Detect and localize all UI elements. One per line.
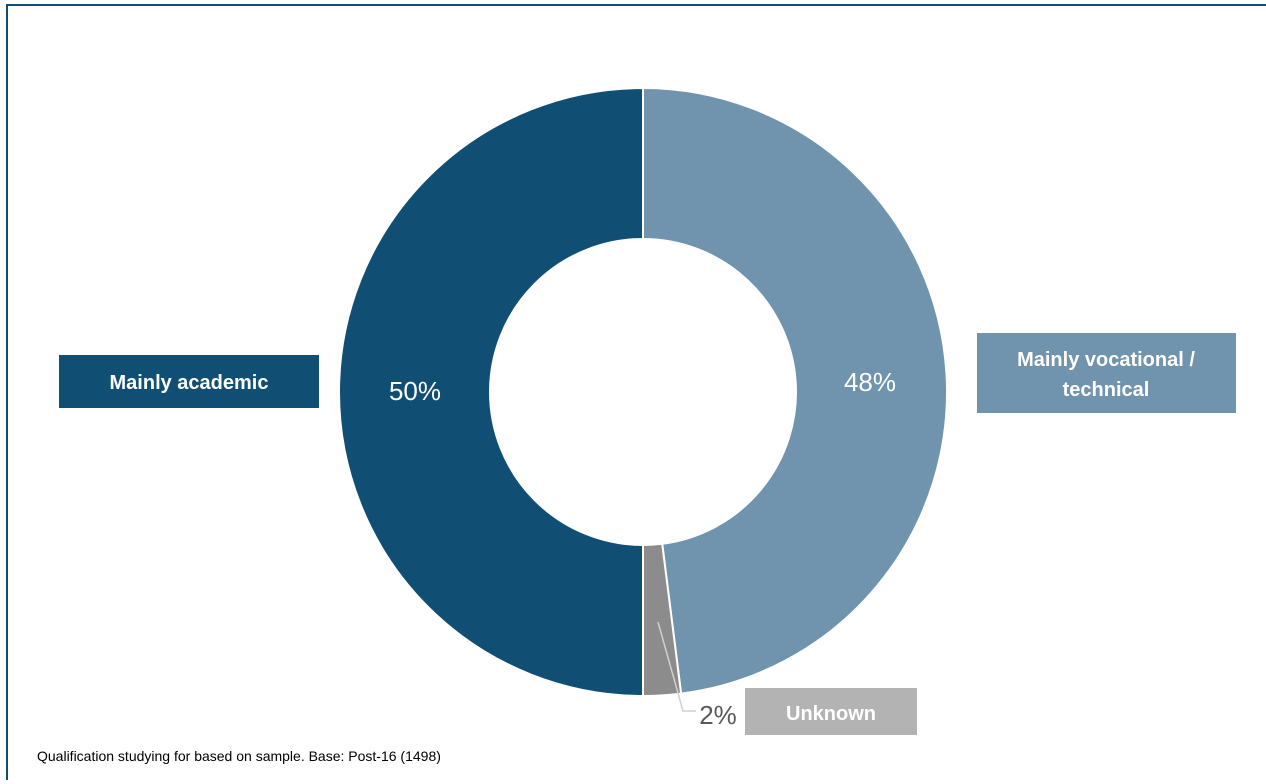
label-vocational-line-2: technical (1063, 379, 1150, 401)
label-box-0 (977, 333, 1236, 413)
label-academic: Mainly academic (110, 372, 269, 394)
chart-footnote: Qualification studying for based on samp… (37, 748, 441, 764)
leader-line-unknown (657, 621, 696, 712)
slice-2 (338, 86, 644, 698)
donut-slices (338, 86, 948, 698)
label-unknown: Unknown (786, 703, 876, 725)
slice-labels: Mainly vocational / technical Unknown Mainl… (59, 333, 1236, 735)
label-box-2 (59, 355, 319, 408)
label-vocational-line-1: Mainly vocational / (1017, 349, 1195, 371)
slice-0 (642, 86, 948, 695)
label-box-1 (745, 688, 917, 735)
value-label-0: 48% (844, 367, 896, 397)
chart-frame (6, 4, 1266, 780)
value-label-2: 50% (389, 376, 441, 406)
value-label-1: 2% (699, 700, 737, 730)
